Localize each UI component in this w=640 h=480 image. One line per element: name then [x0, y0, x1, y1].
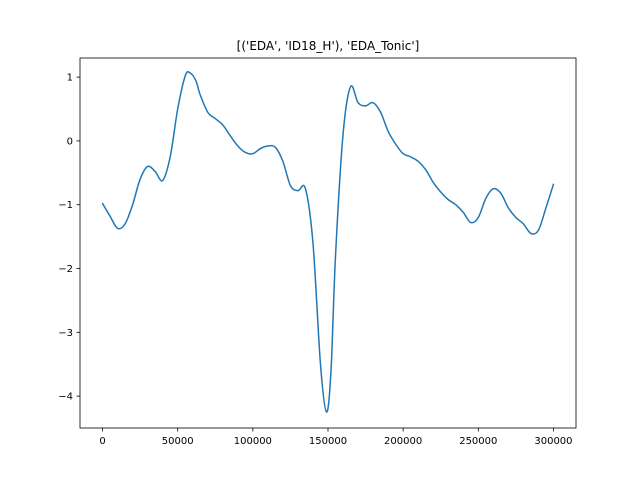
- y-tick-label: −1: [58, 200, 73, 211]
- x-tick-label: 250000: [459, 436, 497, 447]
- x-tick-label: 300000: [534, 436, 572, 447]
- x-tick-label: 100000: [234, 436, 272, 447]
- x-tick-label: 50000: [162, 436, 194, 447]
- y-tick-label: −3: [58, 328, 73, 339]
- y-tick-label: −2: [58, 264, 73, 275]
- x-tick-label: 150000: [309, 436, 347, 447]
- axes: 0 50000 100000 150000 200000 250000 300000 −4 −3…: [58, 57, 577, 447]
- chart-title: [('EDA', 'ID18_H'), 'EDA_Tonic']: [237, 39, 420, 53]
- x-tick-label: 0: [99, 436, 105, 447]
- y-tick-label: −4: [58, 392, 73, 403]
- plot-area: [101, 70, 555, 413]
- x-tick-label: 200000: [384, 436, 422, 447]
- y-tick-label: 0: [67, 136, 73, 147]
- series-line-0: [101, 70, 555, 413]
- y-tick-label: 1: [67, 73, 73, 84]
